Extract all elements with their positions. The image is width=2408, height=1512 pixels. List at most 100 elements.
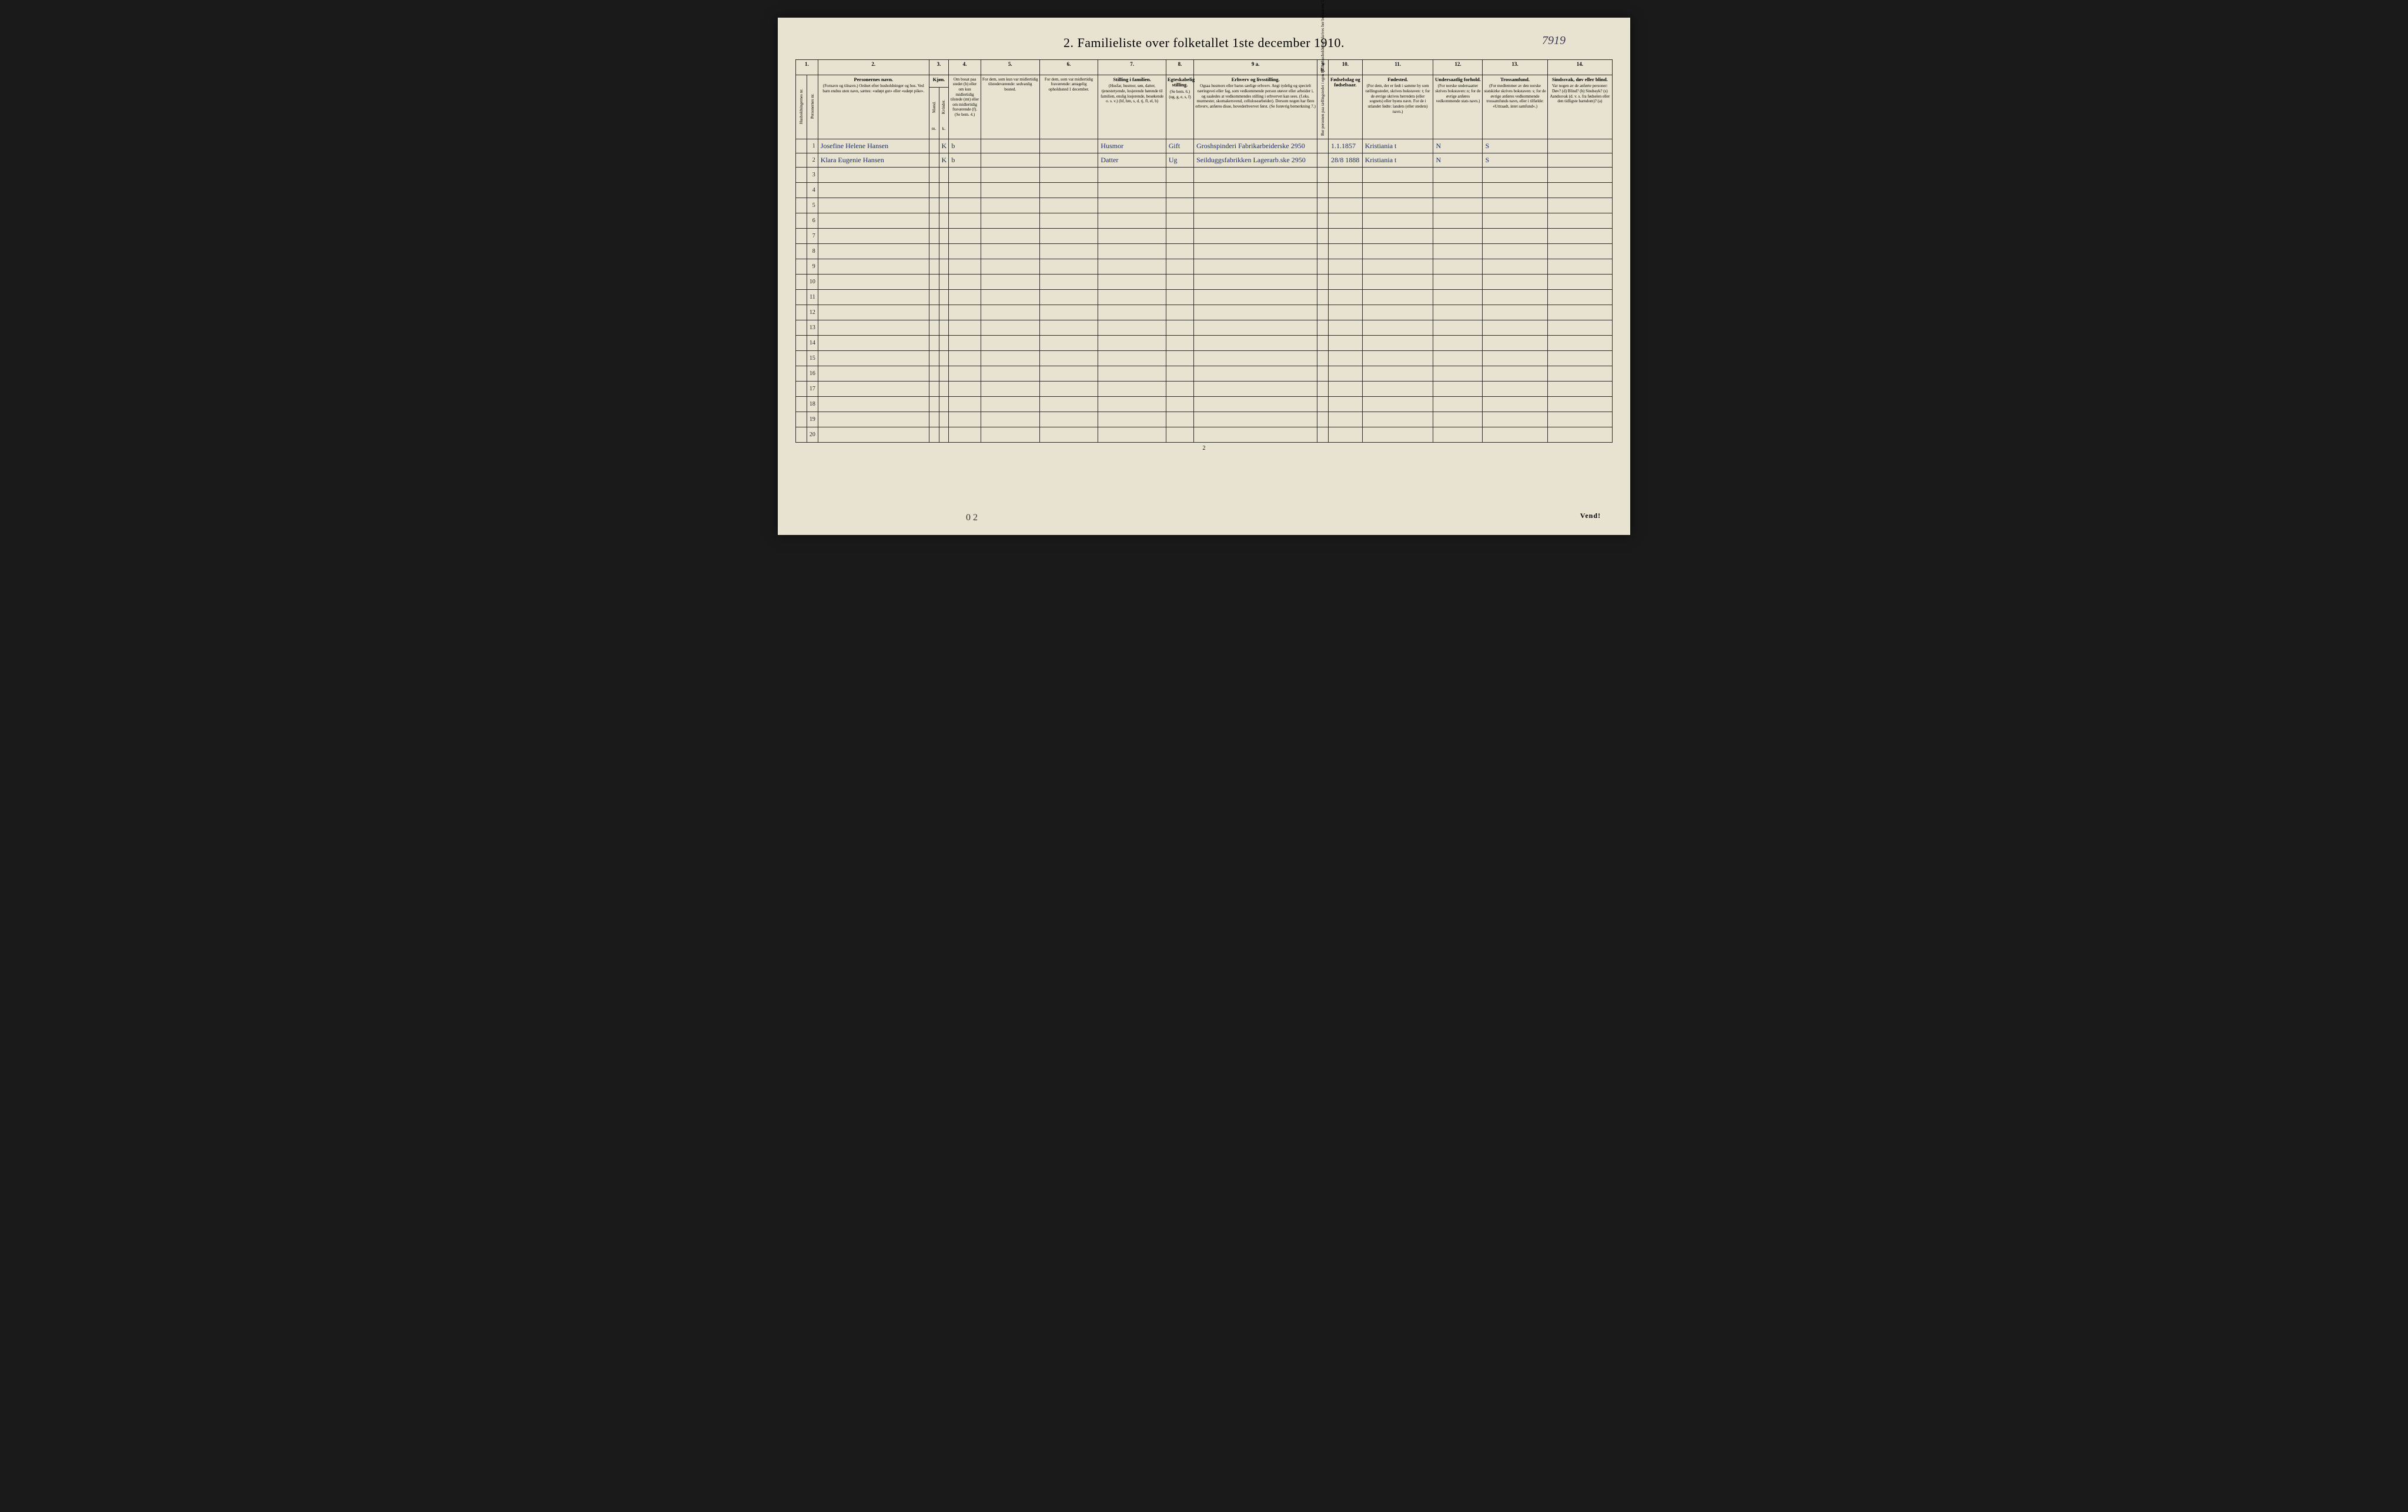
empty-cell <box>1098 382 1166 397</box>
empty-cell <box>1194 168 1317 183</box>
colnum-11: 11. <box>1362 60 1433 75</box>
empty-cell <box>1483 229 1547 244</box>
empty-cell <box>1098 351 1166 366</box>
empty-cell <box>1362 412 1433 427</box>
colnum-12: 12. <box>1433 60 1483 75</box>
empty-cell <box>1166 275 1193 290</box>
colnum-6: 6. <box>1039 60 1098 75</box>
empty-cell <box>1317 305 1329 320</box>
table-row: 11 <box>796 290 1613 305</box>
page-title: 2. Familieliste over folketallet 1ste de… <box>1063 35 1345 50</box>
empty-cell <box>949 305 981 320</box>
empty-cell <box>939 244 949 259</box>
table-row: 3 <box>796 168 1613 183</box>
bottom-handwritten-note: 0 2 <box>966 513 978 523</box>
empty-cell <box>939 259 949 275</box>
empty-cell <box>818 229 929 244</box>
empty-cell <box>1328 366 1362 382</box>
empty-cell <box>981 382 1039 397</box>
person-nr-cell: 10 <box>807 275 818 290</box>
handwritten-page-number: 7919 <box>1542 34 1566 48</box>
empty-cell <box>1483 366 1547 382</box>
empty-cell <box>949 198 981 213</box>
empty-cell <box>796 275 807 290</box>
empty-cell <box>1317 168 1329 183</box>
footer-page-number: 2 <box>795 445 1613 451</box>
empty-cell <box>796 305 807 320</box>
empty-cell <box>1098 244 1166 259</box>
title-row: 2. Familieliste over folketallet 1ste de… <box>795 35 1613 51</box>
empty-cell <box>929 183 939 198</box>
empty-cell <box>1194 259 1317 275</box>
empty-cell <box>1317 382 1329 397</box>
empty-cell <box>929 397 939 412</box>
empty-cell <box>1362 198 1433 213</box>
empty-cell <box>1317 259 1329 275</box>
empty-cell <box>981 427 1039 443</box>
colnum-5: 5. <box>981 60 1039 75</box>
empty-cell <box>1317 275 1329 290</box>
colnum-13: 13. <box>1483 60 1547 75</box>
empty-cell <box>818 427 929 443</box>
empty-cell <box>1433 198 1483 213</box>
empty-cell <box>1317 427 1329 443</box>
census-table: 1. 2. 3. 4. 5. 6. 7. 8. 9 a. 9 b. 10. 11… <box>795 59 1613 443</box>
hdr-birthplace: Fødested. (For dem, der er født i samme … <box>1362 75 1433 139</box>
person-nr-cell: 8 <box>807 244 818 259</box>
person-nr-cell: 13 <box>807 320 818 336</box>
family-pos-cell: Datter <box>1098 153 1166 168</box>
hdr-family-position: Stilling i familien. (Husfar, husmor, sø… <box>1098 75 1166 139</box>
empty-cell <box>939 213 949 229</box>
empty-cell <box>1039 275 1098 290</box>
empty-cell <box>1039 229 1098 244</box>
empty-cell <box>1328 382 1362 397</box>
empty-cell <box>981 366 1039 382</box>
marital-cell: Ug <box>1166 153 1193 168</box>
empty-cell <box>1098 168 1166 183</box>
table-row: 17 <box>796 382 1613 397</box>
empty-cell <box>1483 168 1547 183</box>
empty-cell <box>1166 305 1193 320</box>
empty-cell <box>949 213 981 229</box>
empty-cell <box>1317 351 1329 366</box>
temp-absent-cell <box>1039 139 1098 153</box>
empty-cell <box>981 320 1039 336</box>
table-row: 20 <box>796 427 1613 443</box>
empty-cell <box>1039 336 1098 351</box>
empty-cell <box>1194 366 1317 382</box>
empty-cell <box>949 229 981 244</box>
empty-cell <box>949 168 981 183</box>
empty-cell <box>929 168 939 183</box>
col9b-cell <box>1317 153 1329 168</box>
empty-cell <box>1317 366 1329 382</box>
empty-cell <box>818 275 929 290</box>
disability-cell <box>1547 139 1612 153</box>
empty-cell <box>929 382 939 397</box>
empty-cell <box>981 168 1039 183</box>
empty-cell <box>1098 275 1166 290</box>
hdr-sex-m: Mænd. m. <box>929 87 939 139</box>
empty-cell <box>1166 366 1193 382</box>
table-row: 5 <box>796 198 1613 213</box>
sex-m-cell <box>929 153 939 168</box>
empty-cell <box>1039 397 1098 412</box>
empty-cell <box>1317 412 1329 427</box>
empty-cell <box>981 259 1039 275</box>
empty-cell <box>1166 290 1193 305</box>
marital-cell: Gift <box>1166 139 1193 153</box>
empty-cell <box>1194 229 1317 244</box>
empty-cell <box>1194 336 1317 351</box>
empty-cell <box>1328 244 1362 259</box>
empty-cell <box>1328 305 1362 320</box>
hdr-faith: Trossamfund. (For medlemmer av den norsk… <box>1483 75 1547 139</box>
empty-cell <box>1098 366 1166 382</box>
table-row: 10 <box>796 275 1613 290</box>
empty-cell <box>939 366 949 382</box>
household-cell <box>796 139 807 153</box>
empty-cell <box>796 168 807 183</box>
hdr-disability: Sindssvak, døv eller blind. Var nogen av… <box>1547 75 1612 139</box>
table-row: 2Klara Eugenie HansenKbDatterUgSeilduggs… <box>796 153 1613 168</box>
empty-cell <box>1483 382 1547 397</box>
empty-cell <box>1098 259 1166 275</box>
empty-cell <box>1328 290 1362 305</box>
